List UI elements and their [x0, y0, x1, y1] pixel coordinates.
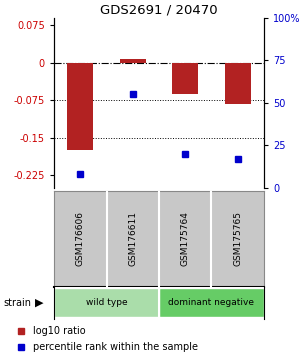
- Bar: [225, 63, 251, 104]
- Bar: [67, 63, 93, 150]
- Text: strain: strain: [3, 298, 31, 308]
- Text: GSM176611: GSM176611: [128, 211, 137, 267]
- Text: log10 ratio: log10 ratio: [33, 326, 86, 336]
- FancyBboxPatch shape: [54, 288, 159, 317]
- Text: GSM175764: GSM175764: [181, 211, 190, 267]
- Bar: [172, 63, 198, 94]
- Text: ▶: ▶: [35, 298, 43, 308]
- Text: percentile rank within the sample: percentile rank within the sample: [33, 342, 198, 352]
- Text: dominant negative: dominant negative: [169, 298, 254, 307]
- Text: wild type: wild type: [86, 298, 127, 307]
- Bar: [120, 59, 146, 63]
- Title: GDS2691 / 20470: GDS2691 / 20470: [100, 4, 218, 17]
- FancyBboxPatch shape: [159, 288, 264, 317]
- Text: GSM175765: GSM175765: [233, 211, 242, 267]
- Text: GSM176606: GSM176606: [76, 211, 85, 267]
